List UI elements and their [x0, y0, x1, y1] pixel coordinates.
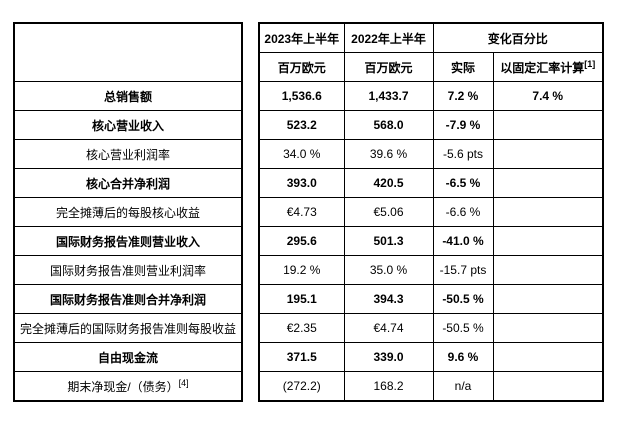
table-row: 核心营业利润率 [13, 139, 243, 169]
col-header-2023: 2023年上半年 [258, 22, 345, 53]
table-row: 完全摊薄后的国际财务报告准则每股收益 [13, 313, 243, 343]
period-header-row: 2023年上半年 2022年上半年 变化百分比 [258, 22, 604, 53]
value-actual-change: -41.0 % [432, 226, 494, 256]
table-row: 国际财务报告准则营业利润率 [13, 255, 243, 285]
col-header-2022: 2022年上半年 [343, 22, 434, 53]
value-2022: €5.06 [343, 197, 434, 227]
table-row: (272.2) 168.2 n/a [258, 371, 604, 402]
value-2022: 501.3 [343, 226, 434, 256]
value-2022: 420.5 [343, 168, 434, 198]
table-row: 371.5 339.0 9.6 % [258, 342, 604, 372]
value-2022: 568.0 [343, 110, 434, 140]
table-row: 完全摊薄后的每股核心收益 [13, 197, 243, 227]
value-actual-change: -6.5 % [432, 168, 494, 198]
value-actual-change: -15.7 pts [432, 255, 494, 285]
label-header-blank [13, 22, 243, 82]
table-row: 国际财务报告准则营业收入 [13, 226, 243, 256]
value-2023: 393.0 [258, 168, 345, 198]
value-actual-change: 7.2 % [432, 81, 494, 111]
metrics-data-table: 2023年上半年 2022年上半年 变化百分比 百万欧元 百万欧元 实际 以固定… [258, 22, 605, 402]
value-constant-rate-change [492, 371, 604, 402]
row-label-core-operating-margin: 核心营业利润率 [13, 139, 243, 169]
value-2022: 35.0 % [343, 255, 434, 285]
value-2023: (272.2) [258, 371, 345, 402]
table-row: 期末净现金/（债务）[4] [13, 371, 243, 402]
value-constant-rate-change [492, 110, 604, 140]
row-label-ifrs-eps-diluted: 完全摊薄后的国际财务报告准则每股收益 [13, 313, 243, 343]
table-row: 195.1 394.3 -50.5 % [258, 284, 604, 314]
label-header-row [13, 22, 243, 82]
value-2023: 34.0 % [258, 139, 345, 169]
row-label-free-cash-flow: 自由现金流 [13, 342, 243, 372]
row-label-text: 期末净现金/（债务） [67, 379, 179, 394]
value-2022: €4.74 [343, 313, 434, 343]
table-row: 总销售额 [13, 81, 243, 111]
value-2023: 19.2 % [258, 255, 345, 285]
value-actual-change: -5.6 pts [432, 139, 494, 169]
value-actual-change: 9.6 % [432, 342, 494, 372]
table-row: 19.2 % 35.0 % -15.7 pts [258, 255, 604, 285]
row-label-net-cash-debt: 期末净现金/（债务）[4] [13, 371, 243, 402]
col-header-actual: 实际 [432, 52, 494, 82]
row-label-total-sales: 总销售额 [13, 81, 243, 111]
col-header-constant-rate: 以固定汇率计算[1] [492, 52, 604, 82]
row-label-ifrs-operating-income: 国际财务报告准则营业收入 [13, 226, 243, 256]
table-row: 自由现金流 [13, 342, 243, 372]
table-row: 34.0 % 39.6 % -5.6 pts [258, 139, 604, 169]
unit-header-2022: 百万欧元 [343, 52, 434, 82]
value-2022: 168.2 [343, 371, 434, 402]
row-label-ifrs-operating-margin: 国际财务报告准则营业利润率 [13, 255, 243, 285]
metrics-label-table: 总销售额 核心营业收入 核心营业利润率 核心合并净利润 完全摊薄后的每股核心收益… [13, 22, 243, 402]
value-2023: 371.5 [258, 342, 345, 372]
footnote-ref-1: [1] [584, 58, 596, 69]
value-2022: 39.6 % [343, 139, 434, 169]
value-constant-rate-change [492, 139, 604, 169]
col-header-change-percent: 变化百分比 [432, 22, 604, 53]
table-row: 1,536.6 1,433.7 7.2 % 7.4 % [258, 81, 604, 111]
table-row: €2.35 €4.74 -50.5 % [258, 313, 604, 343]
value-constant-rate-change [492, 197, 604, 227]
value-constant-rate-change [492, 168, 604, 198]
value-actual-change: -6.6 % [432, 197, 494, 227]
value-actual-change: -50.5 % [432, 284, 494, 314]
row-label-core-net-income: 核心合并净利润 [13, 168, 243, 198]
value-2023: 523.2 [258, 110, 345, 140]
table-row: €4.73 €5.06 -6.6 % [258, 197, 604, 227]
unit-header-row: 百万欧元 百万欧元 实际 以固定汇率计算[1] [258, 52, 604, 82]
value-constant-rate-change [492, 284, 604, 314]
table-row: 393.0 420.5 -6.5 % [258, 168, 604, 198]
value-actual-change: -7.9 % [432, 110, 494, 140]
value-constant-rate-change [492, 342, 604, 372]
row-label-core-operating-income: 核心营业收入 [13, 110, 243, 140]
table-row: 核心合并净利润 [13, 168, 243, 198]
value-2023: 295.6 [258, 226, 345, 256]
value-constant-rate-change [492, 226, 604, 256]
table-row: 523.2 568.0 -7.9 % [258, 110, 604, 140]
value-constant-rate-change: 7.4 % [492, 81, 604, 111]
table-row: 国际财务报告准则合并净利润 [13, 284, 243, 314]
row-label-core-eps-diluted: 完全摊薄后的每股核心收益 [13, 197, 243, 227]
value-2022: 1,433.7 [343, 81, 434, 111]
value-2023: €2.35 [258, 313, 345, 343]
footnote-ref-4: [4] [178, 377, 189, 388]
value-2023: €4.73 [258, 197, 345, 227]
unit-header-2023: 百万欧元 [258, 52, 345, 82]
value-constant-rate-change [492, 313, 604, 343]
table-row: 核心营业收入 [13, 110, 243, 140]
value-2022: 394.3 [343, 284, 434, 314]
col-header-constant-rate-text: 以固定汇率计算 [500, 60, 585, 75]
value-constant-rate-change [492, 255, 604, 285]
value-actual-change: -50.5 % [432, 313, 494, 343]
row-label-ifrs-net-income: 国际财务报告准则合并净利润 [13, 284, 243, 314]
value-2023: 195.1 [258, 284, 345, 314]
value-actual-change: n/a [432, 371, 494, 402]
value-2023: 1,536.6 [258, 81, 345, 111]
table-row: 295.6 501.3 -41.0 % [258, 226, 604, 256]
value-2022: 339.0 [343, 342, 434, 372]
